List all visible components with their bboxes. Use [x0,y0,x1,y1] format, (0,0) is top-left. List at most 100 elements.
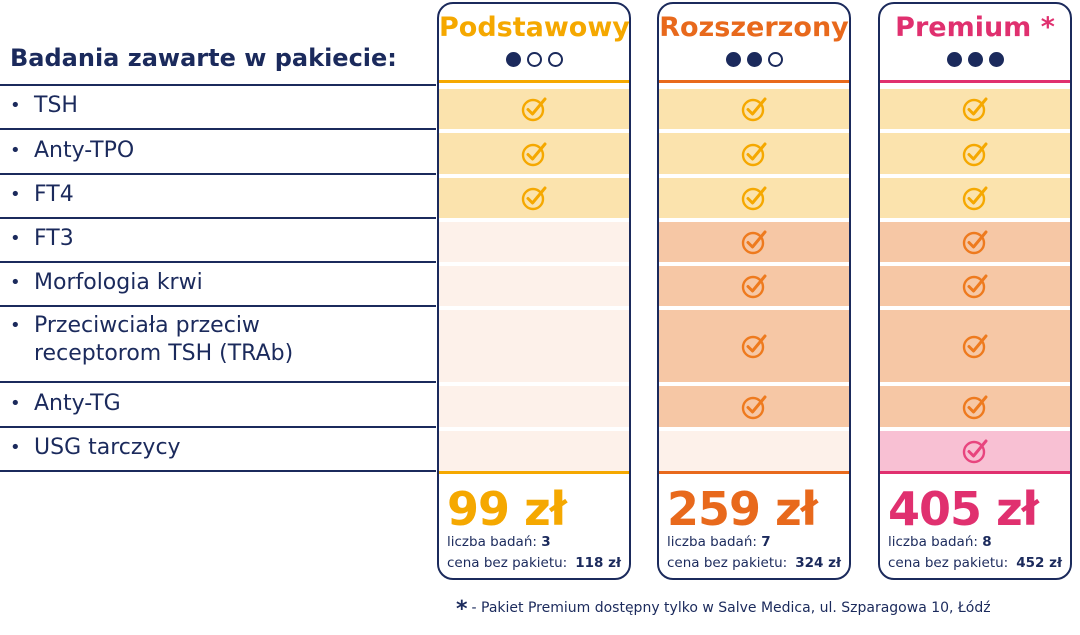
test-name: TSH [34,93,78,118]
empty-dot-icon [547,52,563,67]
check-icon [961,184,989,212]
package-level-dots [659,52,849,67]
no-package-price: 118 zł [575,555,621,571]
price-without-package: cena bez pakietu: 118 zł [447,555,621,571]
test-count-label: liczba badań: [447,534,537,550]
package-cell [439,266,629,306]
filled-dot-icon [946,52,962,67]
package-cell [659,89,849,129]
row-divider [0,470,436,472]
empty-dot-icon [526,52,542,67]
package-cell [439,89,629,129]
bullet-icon: • [10,393,21,414]
header-underline [659,80,849,83]
footnote-text: - Pakiet Premium dostępny tylko w Salve … [471,600,991,616]
check-icon [740,140,768,168]
table-heading: Badania zawarte w pakiecie: [10,44,397,72]
bullet-icon: • [10,228,21,249]
no-package-price: 452 zł [1016,555,1062,571]
package-price: 99 zł [447,482,567,536]
package-cell [880,310,1070,382]
test-count-value: 7 [761,534,771,550]
package-card: Rozszerzony 259 zł liczba badań: 7 cena bez… [657,2,851,580]
package-cell [439,431,629,471]
test-row-label: • Przeciwciała przeciw receptorom TSH (TR… [10,312,324,368]
row-divider [0,173,436,175]
check-icon [740,272,768,300]
test-count: liczba badań: 8 [888,534,1062,550]
check-icon [961,140,989,168]
row-divider [0,261,436,263]
package-cell [659,222,849,262]
package-card: Premium * 405 zł liczba badań: 8 cena bez p… [878,2,1072,580]
footnote: * - Pakiet Premium dostępny tylko w Salve… [456,597,991,622]
package-title: Podstawowy [439,12,630,43]
test-row-label: • Morfologia krwi [10,269,203,297]
price-divider [659,471,849,474]
check-icon [740,228,768,256]
check-icon [961,228,989,256]
header-underline [880,80,1070,83]
package-cell [439,222,629,262]
test-row-label: • FT4 [10,181,74,209]
package-cell [880,89,1070,129]
package-cell [880,386,1070,427]
package-price: 259 zł [667,482,818,536]
filled-dot-icon [988,52,1004,67]
test-count: liczba badań: 7 [667,534,841,550]
package-cell [659,310,849,382]
test-name: Przeciwciała przeciw receptorom TSH (TRA… [34,313,294,366]
test-name: USG tarczycy [34,435,181,460]
price-without-package: cena bez pakietu: 324 zł [667,555,841,571]
test-row-label: • FT3 [10,225,74,253]
package-cell [439,310,629,382]
row-divider [0,426,436,428]
check-icon [740,95,768,123]
filled-dot-icon [967,52,983,67]
package-title: Premium * [895,12,1055,43]
package-cell [439,133,629,174]
package-cell [659,133,849,174]
bullet-icon: • [10,315,21,336]
row-divider [0,84,436,86]
package-cell [880,266,1070,306]
package-level-dots [880,52,1070,67]
test-row-label: • USG tarczycy [10,434,181,462]
check-icon [520,184,548,212]
package-cell [659,178,849,218]
price-divider [880,471,1070,474]
filled-dot-icon [505,52,521,67]
test-name: FT4 [34,182,74,207]
test-name: FT3 [34,226,74,251]
test-row-label: • TSH [10,92,78,120]
header-underline [439,80,629,83]
row-divider [0,217,436,219]
test-count-value: 8 [982,534,992,550]
bullet-icon: • [10,140,21,161]
package-cell [880,222,1070,262]
price-without-package: cena bez pakietu: 452 zł [888,555,1062,571]
no-package-label: cena bez pakietu: [667,555,788,571]
test-name: Anty-TPO [34,138,135,163]
check-icon [520,95,548,123]
check-icon [961,437,989,465]
package-cell [439,386,629,427]
check-icon [961,95,989,123]
row-divider [0,381,436,383]
no-package-label: cena bez pakietu: [447,555,568,571]
check-icon [740,332,768,360]
package-level-dots [439,52,629,67]
bullet-icon: • [10,437,21,458]
package-cell [659,386,849,427]
filled-dot-icon [746,52,762,67]
check-icon [740,184,768,212]
package-cell [880,431,1070,471]
test-row-label: • Anty-TPO [10,137,134,165]
empty-dot-icon [767,52,783,67]
test-count-label: liczba badań: [888,534,978,550]
package-cell [659,266,849,306]
bullet-icon: • [10,184,21,205]
check-icon [520,140,548,168]
package-price: 405 zł [888,482,1039,536]
bullet-icon: • [10,272,21,293]
